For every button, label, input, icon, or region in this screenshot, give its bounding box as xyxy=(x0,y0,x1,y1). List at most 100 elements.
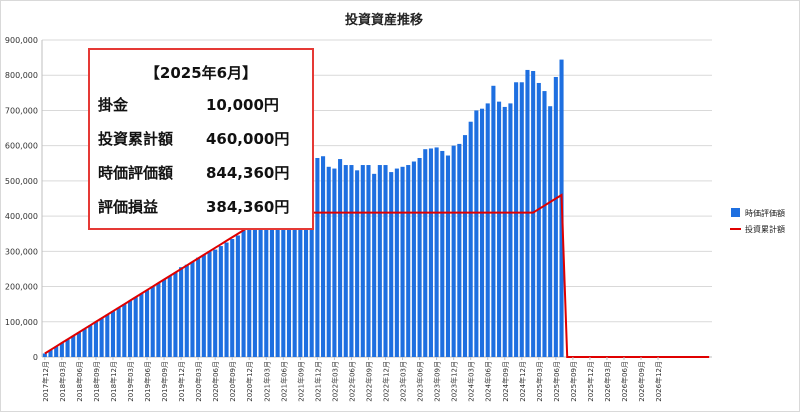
bar xyxy=(150,286,155,357)
bar xyxy=(338,159,343,357)
bar xyxy=(139,293,144,357)
legend-label-bar: 時価評価額 xyxy=(745,208,785,218)
y-tick-label: 400,000 xyxy=(5,212,38,221)
y-tick-label: 100,000 xyxy=(5,318,38,327)
bar xyxy=(451,145,456,357)
x-tick-label: 2022年06月 xyxy=(347,361,356,402)
bar xyxy=(428,148,433,357)
summary-row-market-value: 時価評価額 844,360円 xyxy=(98,162,289,183)
bar xyxy=(491,85,496,358)
x-tick-label: 2018年06月 xyxy=(75,361,84,402)
summary-label: 投資累計額 xyxy=(98,130,174,148)
x-tick-label: 2026年03月 xyxy=(603,361,612,402)
bar xyxy=(502,106,507,357)
bar xyxy=(531,70,536,358)
x-tick-label: 2025年03月 xyxy=(535,361,544,402)
y-tick-label: 300,000 xyxy=(5,247,38,256)
bar xyxy=(355,170,360,357)
bar xyxy=(99,318,104,357)
bar xyxy=(440,150,445,357)
lines xyxy=(44,193,710,358)
x-tick-label: 2017年12月 xyxy=(41,361,50,402)
bar xyxy=(196,257,201,357)
x-tick-label: 2023年12月 xyxy=(450,361,459,402)
bar xyxy=(434,147,439,357)
bar xyxy=(258,214,263,357)
x-tick-label: 2023年06月 xyxy=(416,361,425,402)
bar xyxy=(468,121,473,358)
x-tick-label: 2024年03月 xyxy=(467,361,476,402)
bar xyxy=(457,143,462,357)
x-tick-label: 2022年12月 xyxy=(382,361,391,402)
summary-value: 384,360円 xyxy=(206,198,290,216)
bar xyxy=(42,353,47,357)
bar xyxy=(553,76,558,357)
summary-box: 【2025年6月】 掛金 10,000円 投資累計額 460,000円 時価評価額 8… xyxy=(88,48,314,230)
legend: 時価評価額 投資累計額 xyxy=(730,208,785,234)
x-tick-label: 2021年12月 xyxy=(313,361,322,402)
bar xyxy=(411,161,416,357)
x-tick-label: 2025年06月 xyxy=(552,361,561,402)
bar xyxy=(508,103,513,358)
bar xyxy=(144,290,150,357)
bar xyxy=(252,218,257,357)
bar xyxy=(360,165,365,357)
bar xyxy=(133,297,138,357)
bar xyxy=(122,304,127,357)
chart-title: 投資資産推移 xyxy=(345,12,423,28)
bar xyxy=(417,157,422,357)
bar xyxy=(54,346,59,357)
bars xyxy=(42,59,564,358)
bar xyxy=(173,272,178,357)
bar xyxy=(372,173,377,357)
bar xyxy=(48,349,53,357)
y-tick-label: 500,000 xyxy=(5,177,38,186)
summary-row-invested: 投資累計額 460,000円 xyxy=(98,128,289,149)
summary-value: 844,360円 xyxy=(206,164,290,182)
x-tick-label: 2019年03月 xyxy=(126,361,135,402)
bar xyxy=(366,165,371,357)
y-tick-label: 900,000 xyxy=(5,36,38,45)
bar xyxy=(230,239,235,357)
bar xyxy=(218,246,223,357)
bar xyxy=(321,156,326,357)
summary-row-contribution: 掛金 10,000円 xyxy=(98,94,279,115)
x-tick-label: 2024年09月 xyxy=(501,361,510,402)
x-tick-label: 2020年03月 xyxy=(194,361,203,402)
bar xyxy=(184,264,189,357)
bar xyxy=(309,161,314,357)
bar xyxy=(264,209,269,357)
bar xyxy=(389,172,394,357)
bar xyxy=(82,328,87,357)
bar xyxy=(292,161,297,357)
bar xyxy=(394,168,399,357)
bar xyxy=(519,82,524,358)
x-tick-label: 2022年03月 xyxy=(330,361,339,402)
legend-label-line: 投資累計額 xyxy=(745,224,785,234)
bar xyxy=(462,135,468,357)
bar xyxy=(536,82,541,358)
x-tick-label: 2020年09月 xyxy=(228,361,237,402)
bar xyxy=(207,251,212,357)
x-tick-label: 2026年06月 xyxy=(620,361,629,402)
x-tick-label: 2019年06月 xyxy=(143,361,152,402)
bar xyxy=(190,261,195,357)
legend-swatch-bar xyxy=(731,208,740,217)
bar xyxy=(275,184,280,357)
bar xyxy=(485,103,490,358)
summary-label: 掛金 xyxy=(98,96,129,114)
bar xyxy=(542,91,547,358)
y-axis: 0 100,000 200,000 300,000 400,000 500,000 600,… xyxy=(5,36,38,362)
x-tick-label: 2026年09月 xyxy=(637,361,646,402)
bar xyxy=(156,283,161,357)
bar xyxy=(213,249,218,357)
summary-row-gain: 評価損益 384,360円 xyxy=(98,196,289,217)
x-tick-label: 2025年09月 xyxy=(569,361,578,402)
y-tick-label: 600,000 xyxy=(5,142,38,151)
y-tick-label: 200,000 xyxy=(5,283,38,292)
bar xyxy=(241,230,246,357)
x-tick-label: 2026年12月 xyxy=(654,361,663,402)
bar xyxy=(247,223,252,357)
bar xyxy=(224,242,229,357)
summary-heading: 【2025年6月】 xyxy=(144,64,258,82)
